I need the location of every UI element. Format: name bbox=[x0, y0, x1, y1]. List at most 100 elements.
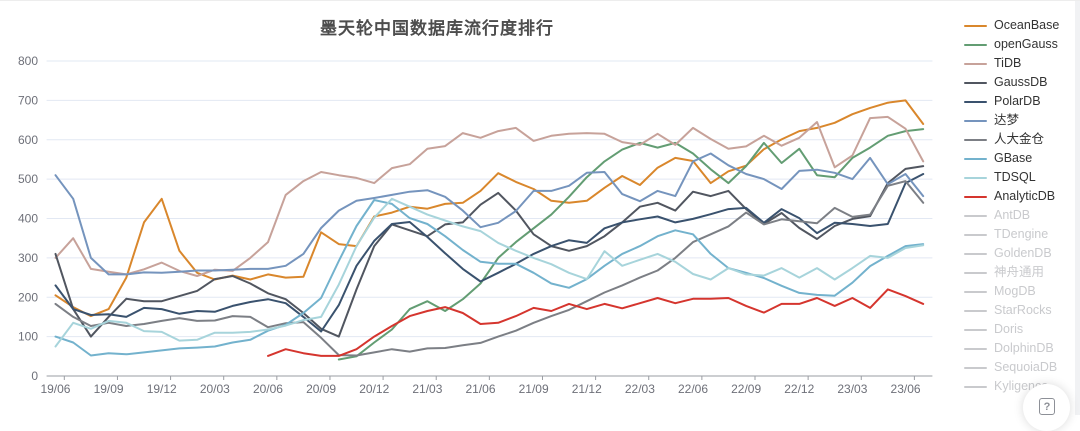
series-line-GaussDB bbox=[54, 165, 925, 338]
y-axis-label-100: 100 bbox=[18, 330, 38, 344]
legend-label: PolarDB bbox=[994, 94, 1041, 108]
legend-line-swatch bbox=[964, 347, 987, 350]
legend-label: GBase bbox=[994, 151, 1033, 165]
x-axis-label-19/12: 19/12 bbox=[147, 382, 177, 396]
legend-line-swatch bbox=[964, 271, 987, 274]
series-line-达梦 bbox=[54, 152, 925, 276]
legend-label: SequoiaDB bbox=[994, 360, 1058, 374]
legend-item-openGauss[interactable]: openGauss bbox=[964, 35, 1076, 54]
legend-line-swatch bbox=[964, 290, 987, 293]
legend-item-达梦[interactable]: 达梦 bbox=[964, 111, 1076, 130]
legend-item-AntDB[interactable]: AntDB bbox=[964, 206, 1076, 225]
series-line-PolarDB bbox=[54, 173, 925, 333]
legend-label: 达梦 bbox=[994, 113, 1020, 127]
legend-item-MogDB[interactable]: MogDB bbox=[964, 282, 1076, 301]
x-axis-label-22/12: 22/12 bbox=[784, 382, 814, 396]
legend-label: DolphinDB bbox=[994, 341, 1054, 355]
legend-line-swatch bbox=[964, 43, 987, 46]
y-axis-label-600: 600 bbox=[18, 133, 38, 147]
x-axis-label-20/06: 20/06 bbox=[253, 382, 283, 396]
legend-label: AntDB bbox=[994, 208, 1031, 222]
x-axis-label-21/12: 21/12 bbox=[572, 382, 602, 396]
legend-label: TDSQL bbox=[994, 170, 1036, 184]
legend-item-TDSQL[interactable]: TDSQL bbox=[964, 168, 1076, 187]
legend-line-swatch bbox=[964, 62, 987, 65]
legend-line-swatch bbox=[964, 100, 987, 103]
legend-item-StarRocks[interactable]: StarRocks bbox=[964, 301, 1076, 320]
legend-line-swatch bbox=[964, 119, 987, 122]
legend-item-OceanBase[interactable]: OceanBase bbox=[964, 16, 1076, 35]
x-axis-label-20/03: 20/03 bbox=[200, 382, 230, 396]
x-axis-label-20/12: 20/12 bbox=[359, 382, 389, 396]
legend-item-TDengine[interactable]: TDengine bbox=[964, 225, 1076, 244]
legend-item-神舟通用[interactable]: 神舟通用 bbox=[964, 263, 1076, 282]
legend-line-swatch bbox=[964, 366, 987, 369]
legend-line-swatch bbox=[964, 81, 987, 84]
legend-item-PolarDB[interactable]: PolarDB bbox=[964, 92, 1076, 111]
legend-label: Doris bbox=[994, 322, 1024, 336]
x-axis-label-23/03: 23/03 bbox=[837, 382, 867, 396]
x-axis-label-19/09: 19/09 bbox=[94, 382, 124, 396]
legend-label: GoldenDB bbox=[994, 246, 1052, 260]
series-line-GBase bbox=[54, 199, 925, 357]
line-chart-plot: 0 100 200 300 400 500 600 700 800 19/06 19/09 19/12… bbox=[18, 54, 933, 396]
series-line-人大金仓 bbox=[54, 180, 925, 357]
legend-line-swatch bbox=[964, 309, 987, 312]
series-line-OceanBase bbox=[54, 99, 925, 318]
legend-label: openGauss bbox=[994, 37, 1058, 51]
x-axis-label-22/09: 22/09 bbox=[731, 382, 761, 396]
series-line-openGauss bbox=[337, 128, 925, 361]
series-line-AnalyticDB bbox=[267, 288, 925, 357]
legend: OceanBase openGauss TiDB GaussDB PolarDB 达梦人大… bbox=[964, 16, 1076, 396]
legend-label: MogDB bbox=[994, 284, 1036, 298]
legend-line-swatch bbox=[964, 195, 987, 198]
y-axis-label-300: 300 bbox=[18, 251, 38, 265]
legend-item-SequoiaDB[interactable]: SequoiaDB bbox=[964, 358, 1076, 377]
legend-item-TiDB[interactable]: TiDB bbox=[964, 54, 1076, 73]
legend-label: StarRocks bbox=[994, 303, 1052, 317]
legend-line-swatch bbox=[964, 138, 987, 141]
legend-label: GaussDB bbox=[994, 75, 1048, 89]
x-axis-label-21/09: 21/09 bbox=[519, 382, 549, 396]
question-mark-icon: ? bbox=[1039, 398, 1055, 415]
y-axis-label-400: 400 bbox=[18, 212, 38, 226]
legend-line-swatch bbox=[964, 214, 987, 217]
page-title: 墨天轮中国数据库流行度排行 bbox=[320, 19, 554, 38]
legend-label: AnalyticDB bbox=[994, 189, 1056, 203]
legend-label: TDengine bbox=[994, 227, 1049, 241]
legend-label: OceanBase bbox=[994, 18, 1060, 32]
y-axis-label-700: 700 bbox=[18, 93, 38, 107]
legend-item-Doris[interactable]: Doris bbox=[964, 320, 1076, 339]
x-axis-label-20/09: 20/09 bbox=[306, 382, 336, 396]
help-button[interactable]: ? bbox=[1023, 384, 1070, 431]
legend-line-swatch bbox=[964, 252, 987, 255]
legend-label: 神舟通用 bbox=[994, 265, 1045, 279]
legend-item-AnalyticDB[interactable]: AnalyticDB bbox=[964, 187, 1076, 206]
legend-item-GBase[interactable]: GBase bbox=[964, 149, 1076, 168]
x-axis-label-22/03: 22/03 bbox=[625, 382, 655, 396]
y-axis-label-800: 800 bbox=[18, 54, 38, 68]
legend-line-swatch bbox=[964, 176, 987, 179]
legend-line-swatch bbox=[964, 157, 987, 160]
legend-line-swatch bbox=[964, 24, 987, 27]
x-axis-label-23/06: 23/06 bbox=[891, 382, 921, 396]
x-axis-label-21/03: 21/03 bbox=[412, 382, 442, 396]
legend-item-DolphinDB[interactable]: DolphinDB bbox=[964, 339, 1076, 358]
x-axis-label-19/06: 19/06 bbox=[40, 382, 70, 396]
legend-item-GaussDB[interactable]: GaussDB bbox=[964, 73, 1076, 92]
y-axis-label-0: 0 bbox=[31, 369, 38, 383]
series-line-TDSQL bbox=[54, 197, 925, 348]
series-line-TiDB bbox=[54, 115, 925, 277]
x-axis-label-21/06: 21/06 bbox=[465, 382, 495, 396]
legend-item-GoldenDB[interactable]: GoldenDB bbox=[964, 244, 1076, 263]
y-axis-label-200: 200 bbox=[18, 290, 38, 304]
y-axis-label-500: 500 bbox=[18, 172, 38, 186]
legend-line-swatch bbox=[964, 328, 987, 331]
x-axis-label-22/06: 22/06 bbox=[678, 382, 708, 396]
legend-line-swatch bbox=[964, 233, 987, 236]
legend-item-人大金仓[interactable]: 人大金仓 bbox=[964, 130, 1076, 149]
legend-line-swatch bbox=[964, 385, 987, 388]
legend-label: 人大金仓 bbox=[994, 132, 1045, 146]
page-scroll-gutter bbox=[1075, 1, 1080, 415]
legend-label: TiDB bbox=[994, 56, 1022, 70]
